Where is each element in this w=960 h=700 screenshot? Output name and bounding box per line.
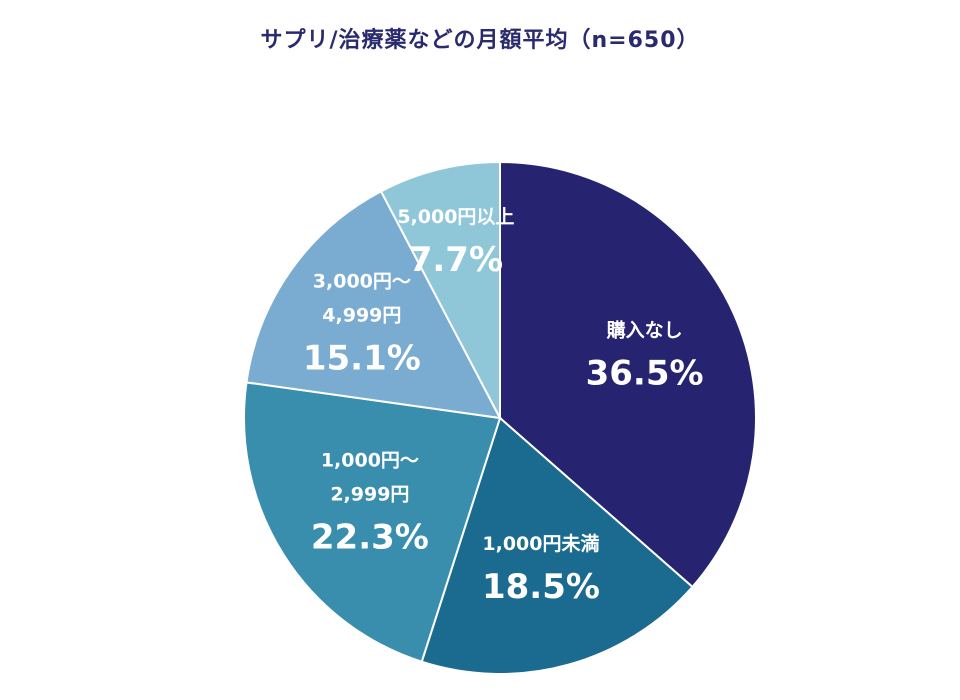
slice-value-1000-2999: 22.3% <box>311 518 429 558</box>
pie-slice-3000-4999 <box>245 189 502 420</box>
pie-slice-1000-2999 <box>243 381 502 664</box>
chart-title: サプリ/治療薬などの月額平均（n=650） <box>260 28 700 53</box>
slice-label-3000-4999: 3,000円～ <box>313 271 411 293</box>
slice-label-none: 購入なし <box>607 319 683 342</box>
slice-value-3000-4999: 15.1% <box>303 339 421 379</box>
slice-value-none: 36.5% <box>586 354 704 394</box>
slice-label-over-5000: 5,000円以上 <box>397 206 514 228</box>
slice-label-under-1000: 1,000円未満 <box>482 532 599 555</box>
slice-value-under-1000: 18.5% <box>482 567 600 607</box>
pie-slice-over-5000 <box>379 160 501 419</box>
pie-slice-under-1000 <box>420 416 694 675</box>
pie-slice-none <box>499 160 757 589</box>
slice-label-1000-2999: 2,999円 <box>330 484 409 506</box>
slice-value-over-5000: 7.7% <box>409 240 503 280</box>
slice-label-3000-4999: 4,999円 <box>322 305 401 327</box>
slice-label-1000-2999: 1,000円～ <box>321 450 419 472</box>
